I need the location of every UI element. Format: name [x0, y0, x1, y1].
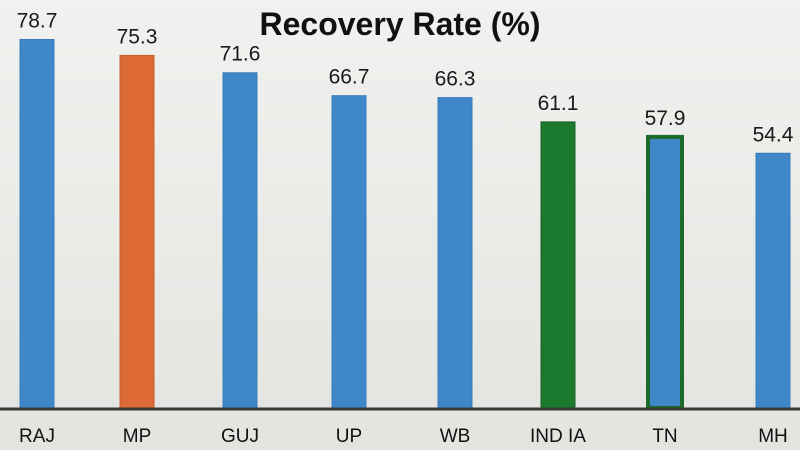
chart-title: Recovery Rate (%): [259, 6, 541, 42]
bar-value-label: 75.3: [117, 25, 158, 48]
bar-ind-ia: [540, 121, 576, 409]
x-tick-label: RAJ: [19, 426, 55, 447]
x-tick-label: MH: [758, 426, 788, 447]
x-tick-label: GUJ: [221, 426, 259, 447]
bar-mh: [755, 152, 791, 409]
bar-value-label: 78.7: [17, 9, 58, 32]
bar-wb: [437, 97, 473, 409]
bar-value-label: 54.4: [753, 123, 794, 146]
bar-value-label: 61.1: [538, 92, 579, 115]
x-tick-label: IND IA: [530, 426, 586, 447]
bar-up: [331, 95, 367, 409]
bar-value-label: 57.9: [645, 107, 686, 130]
x-tick-label: TN: [652, 426, 677, 447]
bar-tn: [646, 134, 684, 411]
x-tick-label: UP: [336, 426, 362, 447]
bar-value-label: 66.3: [435, 68, 476, 91]
x-tick-label: WB: [440, 426, 471, 447]
bar-value-label: 66.7: [329, 66, 370, 89]
bar-raj: [19, 38, 55, 409]
bar-mp: [119, 54, 155, 409]
bar-value-label: 71.6: [220, 43, 261, 66]
x-tick-label: MP: [123, 426, 152, 447]
bar-guj: [222, 72, 258, 409]
